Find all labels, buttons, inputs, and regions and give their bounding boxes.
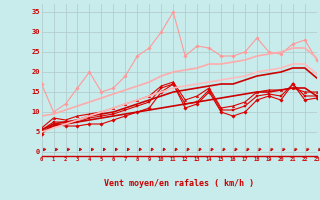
X-axis label: Vent moyen/en rafales ( km/h ): Vent moyen/en rafales ( km/h ): [104, 179, 254, 188]
